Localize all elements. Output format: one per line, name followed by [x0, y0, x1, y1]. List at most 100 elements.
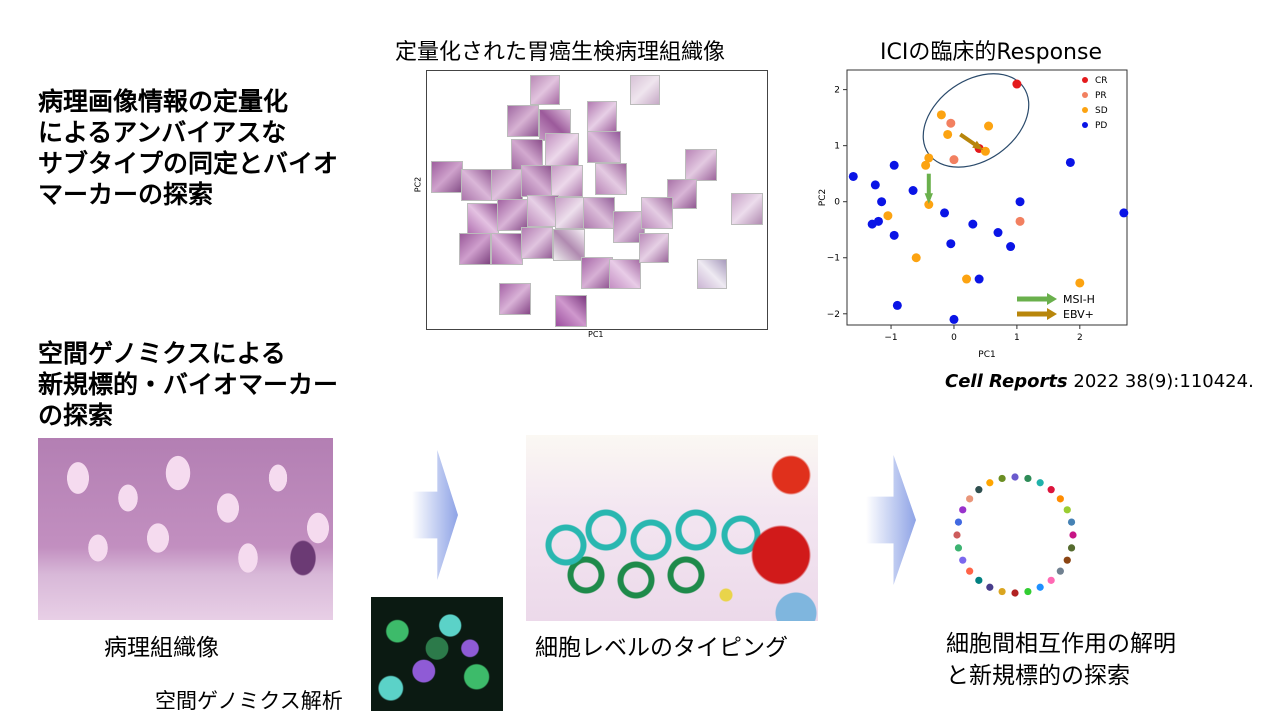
cell-type-node: [1056, 495, 1064, 503]
data-point-sd: [883, 211, 893, 221]
cell-type-node: [1056, 567, 1064, 575]
data-point-pd: [949, 314, 959, 324]
legend-marker-pd: [1082, 122, 1088, 128]
annotation-arrowhead: [972, 140, 984, 151]
histology-tile: [467, 203, 499, 235]
histology-tile: [609, 259, 641, 289]
cell-type-node: [966, 567, 974, 575]
cell-typing-image: [526, 435, 818, 621]
data-point-cr: [1012, 79, 1022, 89]
legend-label-pr: PR: [1095, 91, 1107, 101]
histology-tile: [551, 165, 583, 197]
cell-type-node: [1011, 589, 1019, 597]
data-point-sd: [921, 160, 931, 170]
citation-journal: Cell Reports: [945, 371, 1068, 392]
heading-pathology-quantification: 病理画像情報の定量化 によるアンバイアスな サブタイプの同定とバイオ マーカーの…: [38, 87, 339, 209]
data-point-pd: [867, 219, 877, 229]
data-point-sd: [962, 274, 972, 284]
data-point-sd: [943, 129, 953, 139]
data-point-sd: [936, 110, 946, 120]
legend-marker-pr: [1082, 92, 1088, 98]
cell-type-node: [1067, 544, 1076, 552]
histology-tile: [431, 161, 463, 193]
data-point-pd: [892, 300, 902, 310]
histology-tile: [587, 101, 617, 133]
data-point-pd: [1119, 208, 1129, 218]
ici-response-scatter: −1 0 1 2 −2 −1 0 1 2 PC1 PC2 CR PR SD PD MSI-H EBV+: [818, 69, 1129, 360]
data-point-pd: [870, 180, 880, 190]
histology-tile: [507, 105, 539, 137]
label-cell-interaction: 細胞間相互作用の解明 と新規標的の探索: [946, 631, 1176, 689]
data-point-pr: [946, 118, 956, 128]
cell-type-node: [1011, 473, 1019, 481]
data-point-pd: [993, 228, 1003, 238]
flow-arrow-2: [866, 455, 916, 585]
histology-image: [38, 438, 333, 620]
data-point-sd: [980, 146, 990, 156]
cell-type-node: [959, 506, 967, 514]
histology-tile: [499, 283, 531, 315]
data-point-sd: [924, 200, 934, 210]
data-point-pd: [946, 239, 956, 249]
cell-type-node: [1047, 486, 1055, 494]
arrow-legend-head: [1047, 293, 1057, 305]
data-point-pd: [940, 208, 950, 218]
y-tick-label: 1: [834, 142, 840, 152]
cell-type-node: [954, 544, 963, 552]
cell-type-node: [975, 486, 983, 494]
cell-type-node: [998, 587, 1006, 596]
spatial-genomics-image: [371, 597, 503, 711]
x-tick-label: 1: [1014, 333, 1020, 343]
histology-tile: [521, 165, 553, 197]
histology-tile: [527, 195, 559, 227]
cell-type-node: [953, 531, 961, 539]
scatter-xlabel: PC1: [978, 350, 995, 360]
legend-label-pd: PD: [1095, 121, 1107, 131]
y-tick-label: 0: [834, 198, 840, 208]
histology-tile: [587, 131, 621, 163]
y-tick-label: 2: [834, 86, 840, 96]
data-point-pd: [889, 160, 899, 170]
arrow-legend-head: [1047, 308, 1057, 320]
cell-type-node: [1024, 474, 1032, 483]
tsne-xlabel: PC1: [588, 330, 604, 339]
scatter-panel-title: ICIの臨床的Response: [880, 40, 1102, 65]
data-point-pd: [974, 274, 984, 284]
label-histology: 病理組織像: [104, 635, 219, 661]
annotation-arrowhead: [924, 193, 933, 204]
data-point-pd: [877, 197, 887, 207]
cell-type-node: [1063, 506, 1071, 514]
legend-marker-cr: [1082, 77, 1088, 83]
data-point-sd: [1075, 278, 1085, 288]
data-point-pd: [908, 185, 918, 195]
cell-type-node: [954, 518, 963, 526]
cell-type-node: [1047, 576, 1055, 584]
plot-frame: [846, 69, 1128, 326]
data-point-pr: [1015, 216, 1025, 226]
cell-type-node: [1036, 479, 1044, 487]
citation: Cell Reports 2022 38(9):110424.: [945, 371, 1254, 392]
histology-tile: [553, 229, 585, 261]
label-spatial-genomics: 空間ゲノミクス解析: [155, 689, 343, 713]
legend-label-sd: SD: [1095, 106, 1108, 116]
cell-type-node: [975, 576, 983, 584]
data-point-sd: [984, 121, 994, 131]
y-tick-label: −1: [827, 254, 840, 264]
data-point-sd: [911, 253, 921, 263]
legend-marker-sd: [1082, 107, 1088, 113]
cell-type-node: [966, 495, 974, 503]
y-tick-label: −2: [827, 310, 840, 320]
histology-tile: [667, 179, 697, 209]
histology-tile: [639, 233, 669, 263]
histology-tile: [685, 149, 717, 181]
heading-spatial-genomics: 空間ゲノミクスによる 新規標的・バイオマーカー の探索: [38, 339, 339, 430]
data-point-pr: [949, 155, 959, 165]
histology-tile: [630, 75, 660, 105]
cell-type-node: [1036, 583, 1044, 591]
arrow-legend-label: EBV+: [1063, 308, 1094, 321]
cell-type-node: [1024, 587, 1032, 596]
legend-label-cr: CR: [1095, 76, 1108, 86]
cell-interaction-circle-plot: [953, 473, 1077, 597]
tsne-ylabel: PC2: [413, 176, 423, 193]
cell-type-node: [986, 583, 994, 591]
